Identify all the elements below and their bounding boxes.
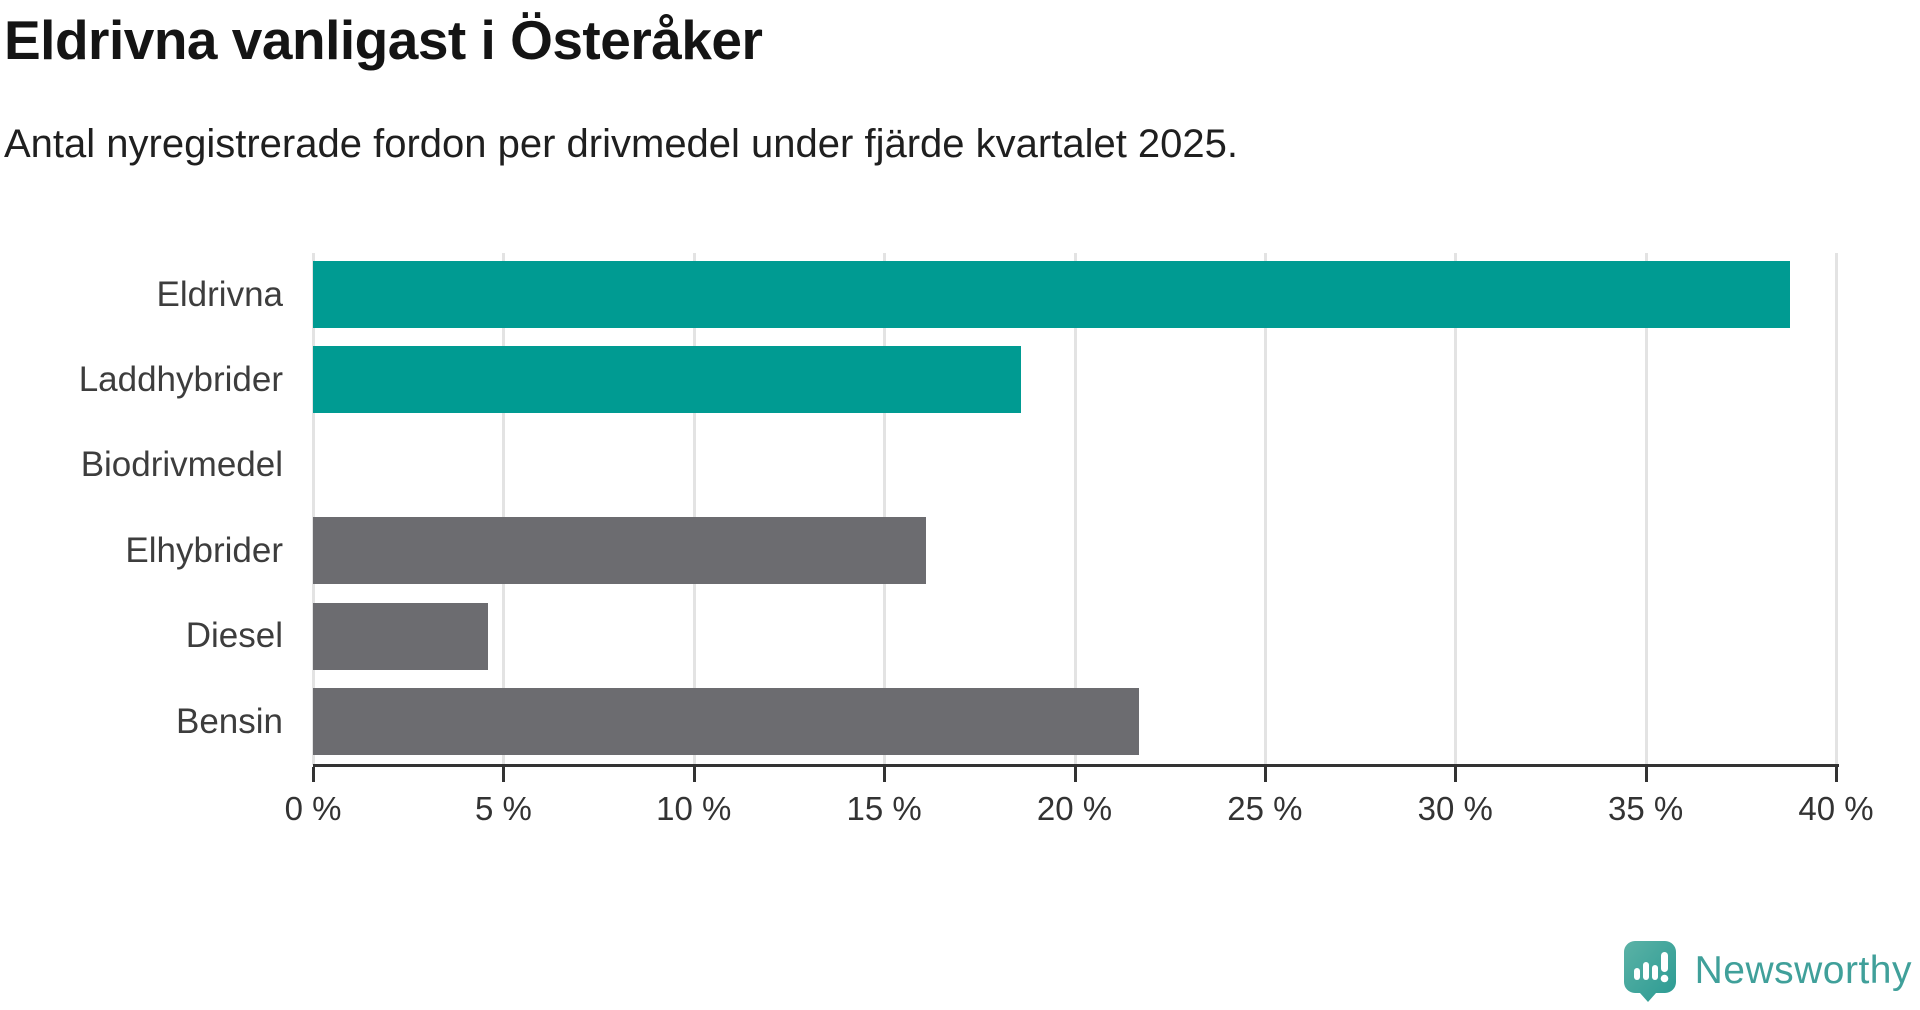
gridline-15 xyxy=(883,253,887,765)
category-label-elhybrider: Elhybrider xyxy=(125,530,283,570)
x-axis-line xyxy=(313,764,1839,767)
newsworthy-speech-bubble-chart-icon xyxy=(1623,941,1676,1002)
bar-row-diesel: Diesel xyxy=(186,602,1836,670)
x-tick-20 xyxy=(1073,767,1077,782)
bar-row-eldrivna: Eldrivna xyxy=(157,261,1836,328)
gridline-10 xyxy=(692,253,696,765)
gridline-20 xyxy=(1073,253,1077,765)
x-tick-label-35: 35 % xyxy=(1608,790,1684,827)
x-tick-30 xyxy=(1454,767,1458,782)
plot-area: Eldrivna Laddhybrider Biodrivmedel Elhybrid… xyxy=(79,253,1838,765)
chart-title: Eldrivna vanligast i Österåker xyxy=(4,9,763,71)
bar-eldrivna xyxy=(313,261,1791,328)
x-tick-label-15: 15 % xyxy=(846,790,922,827)
bar-diesel xyxy=(313,602,489,670)
bar-elhybrider xyxy=(313,517,926,585)
category-label-laddhybrider: Laddhybrider xyxy=(78,359,283,399)
chart-subtitle: Antal nyregistrerade fordon per drivmede… xyxy=(4,122,1239,166)
bar-row-bensin: Bensin xyxy=(176,688,1836,755)
x-tick-label-10: 10 % xyxy=(656,790,732,827)
x-tick-label-25: 25 % xyxy=(1227,790,1303,827)
bar-bensin xyxy=(313,688,1140,755)
bar-row-elhybrider: Elhybrider xyxy=(125,517,1836,585)
x-tick-40 xyxy=(1835,767,1838,782)
gridline-30 xyxy=(1454,253,1458,765)
x-tick-0 xyxy=(312,767,315,782)
x-tick-25 xyxy=(1263,767,1267,782)
bar-row-laddhybrider: Laddhybrider xyxy=(79,346,1836,414)
x-tick-label-5: 5 % xyxy=(474,790,532,827)
category-label-diesel: Diesel xyxy=(185,616,283,656)
gridline-5 xyxy=(502,253,506,765)
bar-laddhybrider xyxy=(313,346,1022,414)
category-label-biodrivmedel: Biodrivmedel xyxy=(80,445,283,485)
category-label-bensin: Bensin xyxy=(175,701,283,741)
newsworthy-logo: Newsworthy xyxy=(1623,940,1912,1002)
x-tick-label-40: 40 % xyxy=(1798,790,1874,827)
gridline-35 xyxy=(1644,253,1648,765)
x-tick-label-20: 20 % xyxy=(1036,790,1113,827)
bar-row-biodrivmedel: Biodrivmedel xyxy=(81,432,1836,499)
x-tick-35 xyxy=(1644,767,1648,782)
x-tick-10 xyxy=(692,767,696,782)
x-tick-15 xyxy=(883,767,887,782)
category-label-eldrivna: Eldrivna xyxy=(156,274,283,314)
gridline-25 xyxy=(1263,253,1267,765)
x-tick-5 xyxy=(502,767,506,782)
gridline-40 xyxy=(1835,253,1838,765)
gridline-0 xyxy=(312,253,315,765)
x-tick-label-0: 0 % xyxy=(284,790,342,827)
x-tick-label-30: 30 % xyxy=(1417,790,1493,827)
logo-text: Newsworthy xyxy=(1694,949,1912,992)
